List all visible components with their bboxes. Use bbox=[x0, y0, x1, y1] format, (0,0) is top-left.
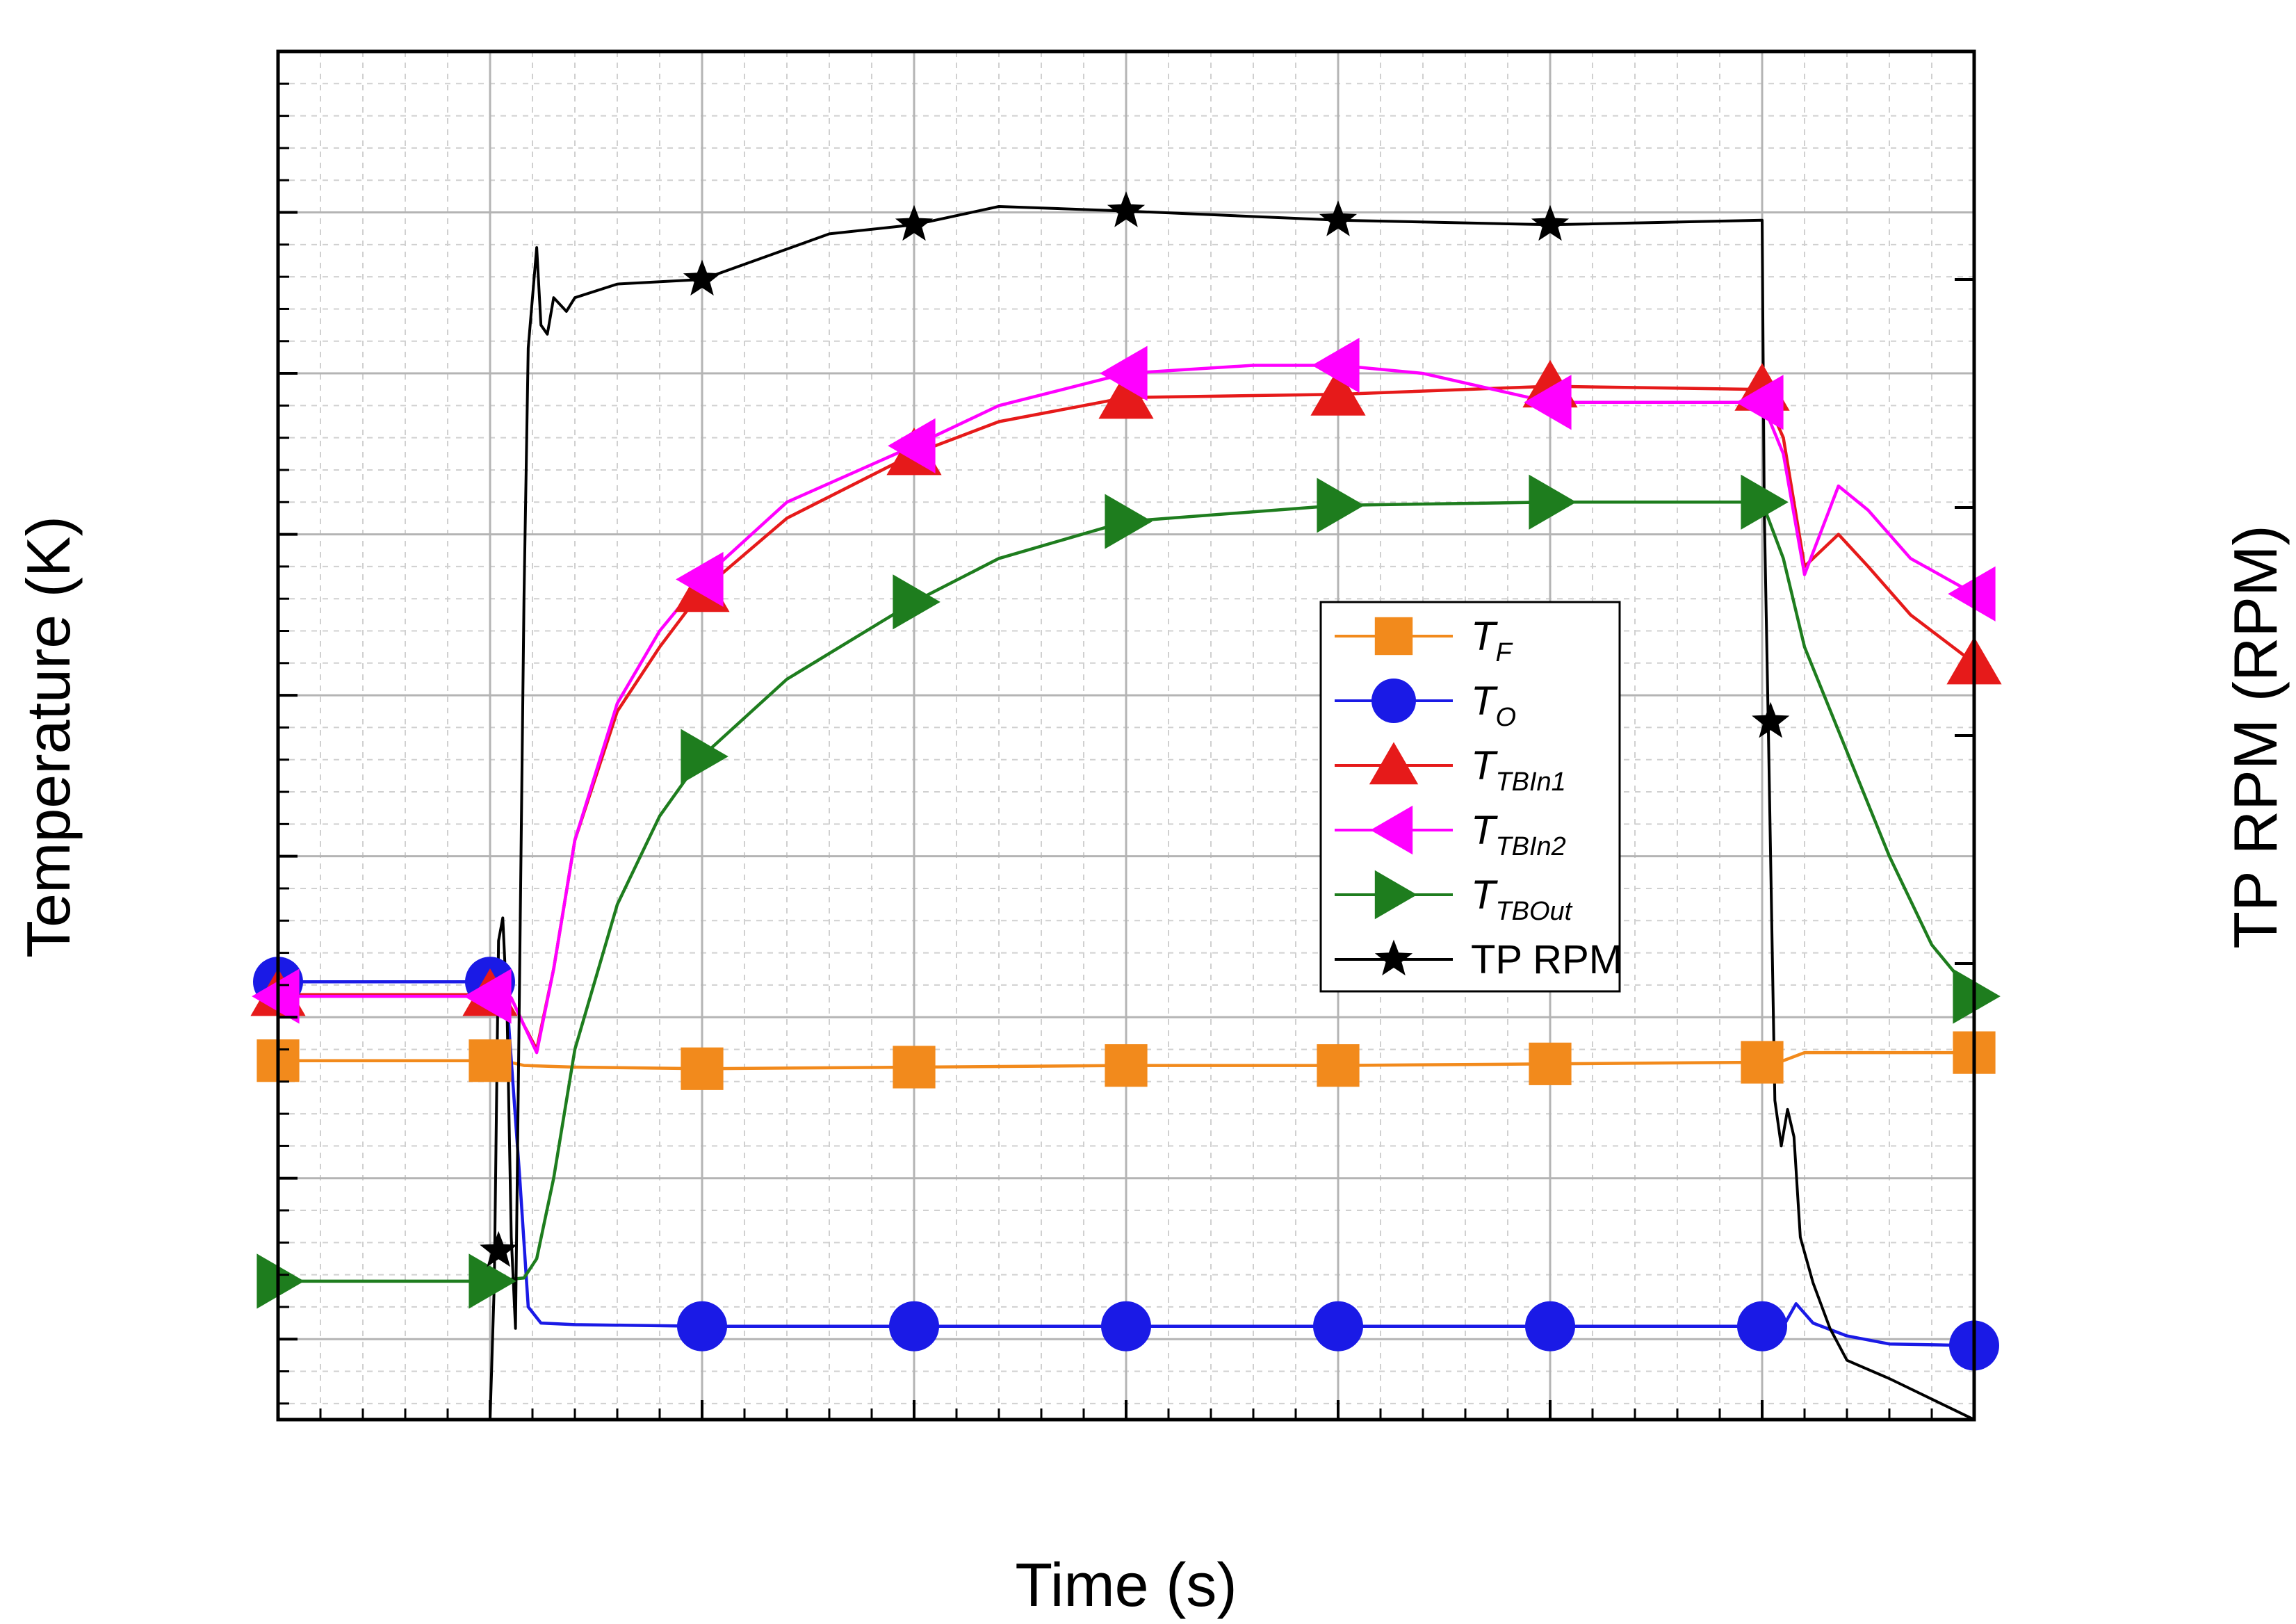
legend-label-main: T bbox=[1471, 743, 1498, 788]
legend-label-main: T bbox=[1471, 679, 1498, 724]
axis-ticks bbox=[277, 50, 1976, 1421]
marker-t-tbout bbox=[1953, 968, 2001, 1024]
marker-t-f bbox=[893, 1046, 936, 1089]
legend-label-subscript: TBIn2 bbox=[1495, 832, 1565, 861]
marker-t-o bbox=[1737, 1301, 1787, 1351]
marker-tp-rpm bbox=[480, 1231, 518, 1267]
marker-t-tbout bbox=[1317, 478, 1365, 533]
marker-t-tbout bbox=[893, 574, 941, 630]
marker-t-tbout bbox=[257, 1253, 304, 1309]
marker-t-tbin2 bbox=[1948, 566, 1996, 622]
legend-label-t-f: TF bbox=[1471, 614, 1513, 667]
legend-label-subscript: TBOut bbox=[1495, 897, 1572, 926]
legend-marker-t-tbout bbox=[1374, 870, 1417, 920]
legend-marker-t-tbin1 bbox=[1369, 742, 1419, 785]
marker-t-tbin2 bbox=[1312, 337, 1360, 393]
legend-label-t-tbout: TTBOut bbox=[1471, 872, 1573, 926]
x-axis-title: Time (s) bbox=[1015, 1550, 1237, 1619]
legend-box bbox=[1319, 601, 1621, 993]
legend-label-t-tbin1: TTBIn1 bbox=[1471, 743, 1566, 797]
legend-marker-t-f bbox=[1374, 617, 1413, 656]
y2-axis-title: TP RPM (RPM) bbox=[2221, 525, 2290, 948]
marker-t-tbin2 bbox=[1736, 375, 1784, 430]
marker-t-o bbox=[889, 1301, 939, 1351]
legend-marker-tp-rpm bbox=[1374, 939, 1413, 976]
legend-label-t-tbin2: TTBIn2 bbox=[1471, 808, 1566, 861]
marker-t-o bbox=[1525, 1301, 1575, 1351]
legend-label-main: T bbox=[1471, 808, 1498, 853]
marker-t-tbout bbox=[469, 1253, 516, 1309]
marker-t-o bbox=[1101, 1301, 1151, 1351]
marker-t-f bbox=[1317, 1044, 1360, 1087]
marker-t-o bbox=[1313, 1301, 1363, 1351]
series-markers bbox=[250, 191, 2002, 1371]
series-line-tp-rpm bbox=[278, 205, 1974, 1420]
y-axis-title: Temperature (K) bbox=[14, 516, 83, 958]
marker-tp-rpm bbox=[683, 259, 722, 296]
marker-t-f bbox=[681, 1047, 724, 1090]
marker-t-tbin1 bbox=[1098, 371, 1154, 419]
marker-tp-rpm bbox=[1752, 701, 1790, 738]
marker-tp-rpm bbox=[1531, 204, 1570, 241]
series-line-t-tbout bbox=[278, 501, 1974, 1283]
legend-label-main: T bbox=[1471, 872, 1498, 918]
marker-t-tbin2 bbox=[464, 968, 512, 1024]
legend-marker-t-tbin2 bbox=[1370, 805, 1413, 855]
marker-t-tbin1 bbox=[1310, 368, 1366, 416]
marker-tp-rpm bbox=[1319, 200, 1358, 236]
marker-t-tbin2 bbox=[1524, 375, 1572, 430]
marker-t-tbout bbox=[1105, 494, 1153, 549]
legend-label-subscript: F bbox=[1495, 638, 1513, 667]
marker-t-tbin2 bbox=[676, 551, 724, 608]
marker-t-tbin2 bbox=[252, 968, 300, 1024]
marker-t-f bbox=[1529, 1042, 1572, 1085]
marker-tp-rpm bbox=[895, 204, 934, 241]
legend-label-tp-rpm: TP RPM bbox=[1471, 937, 1622, 982]
marker-t-tbout bbox=[1529, 474, 1577, 530]
legend-label-main: T bbox=[1471, 614, 1498, 659]
marker-tp-rpm bbox=[1107, 191, 1146, 227]
marker-t-o bbox=[677, 1301, 727, 1351]
marker-t-f bbox=[1741, 1041, 1784, 1084]
legend-label-t-o: TO bbox=[1471, 679, 1516, 732]
marker-t-f bbox=[469, 1039, 512, 1082]
marker-t-tbout bbox=[1741, 474, 1789, 530]
marker-t-tbin2 bbox=[888, 418, 936, 473]
marker-t-tbin2 bbox=[1100, 346, 1148, 401]
series-line-t-tbin2 bbox=[278, 364, 1974, 1055]
legend-label-subscript: O bbox=[1495, 703, 1516, 732]
legend-marker-t-o bbox=[1371, 679, 1416, 723]
marker-t-tbout bbox=[681, 729, 728, 784]
legend-label-subscript: TBIn1 bbox=[1495, 768, 1565, 797]
marker-t-f bbox=[1105, 1044, 1148, 1087]
